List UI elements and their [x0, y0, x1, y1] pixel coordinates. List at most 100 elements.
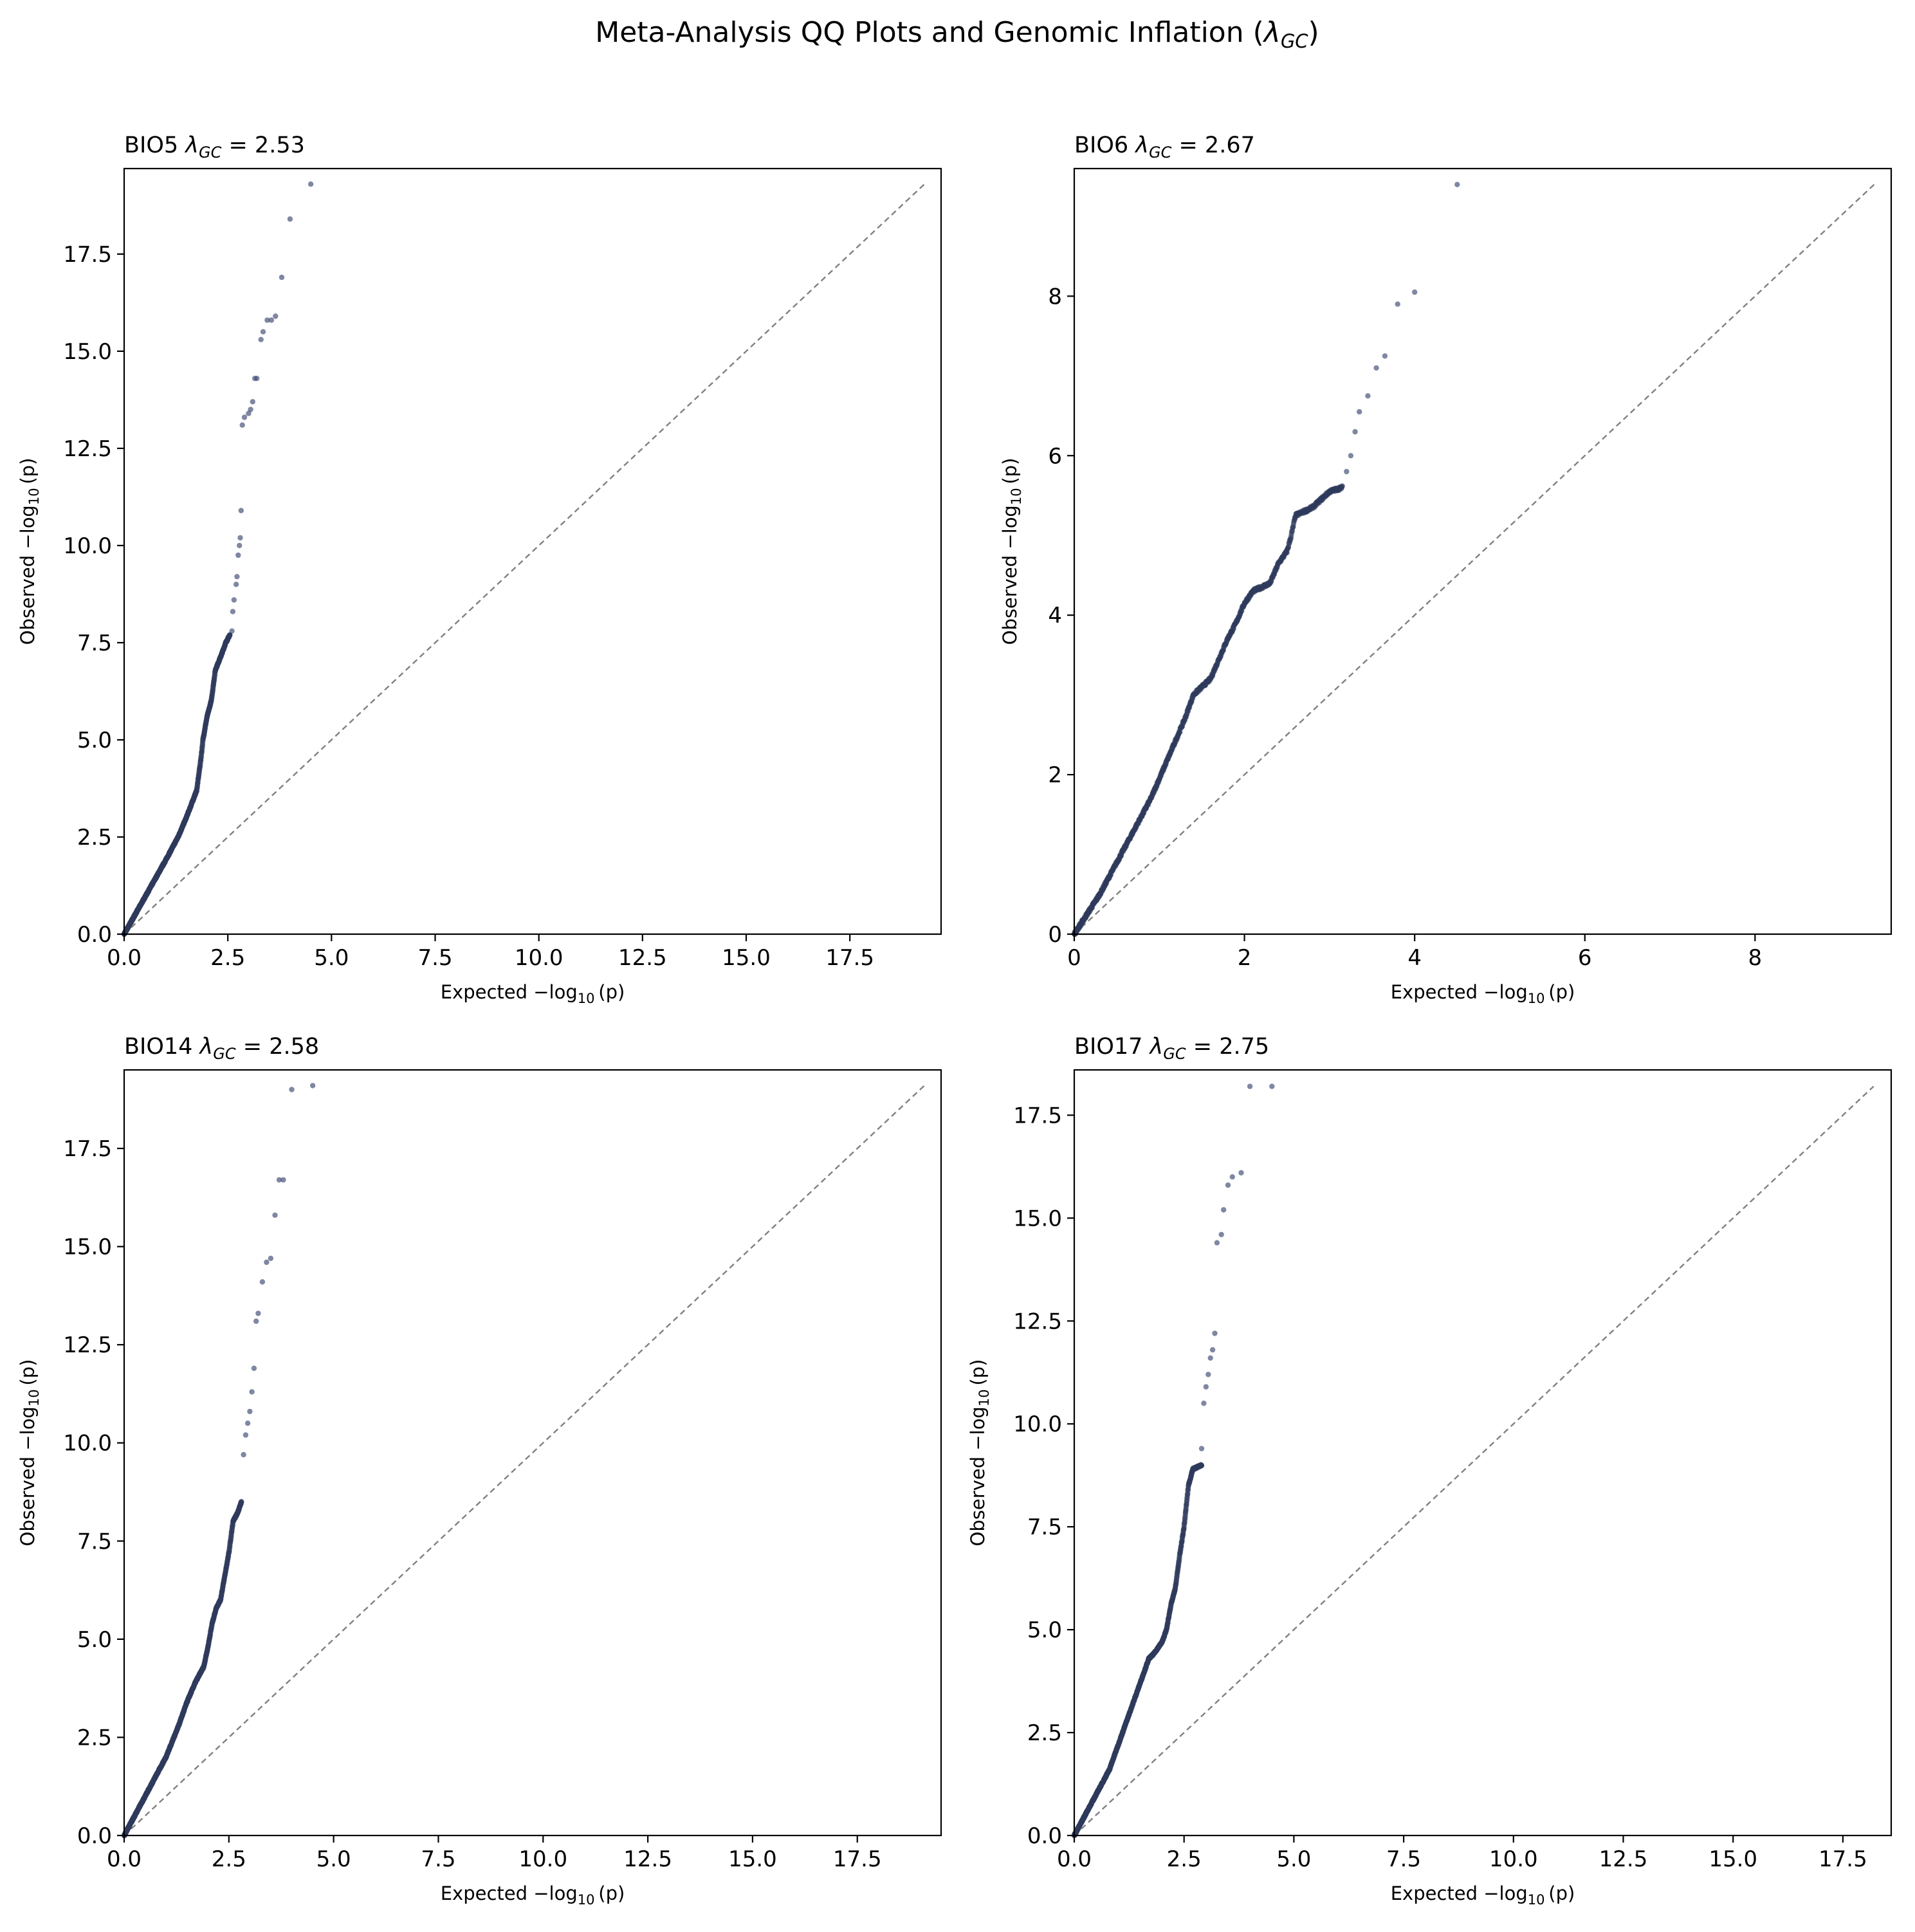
x-axis-label: Expected −log10 (p) — [1391, 1882, 1575, 1908]
x-tick-label: 10.0 — [1489, 1846, 1538, 1872]
y-tick-label: 7.5 — [77, 1529, 112, 1554]
qq-tail-point — [258, 336, 264, 342]
null-reference-line — [1074, 183, 1875, 935]
y-tick-label: 10.0 — [63, 533, 112, 559]
qq-tail-point — [241, 1451, 246, 1458]
y-tick-label: 2.5 — [77, 825, 112, 851]
y-axis-label-subscript: 10 — [26, 488, 42, 505]
qq-tail-point — [251, 1365, 257, 1371]
figure-title-lambda: λ — [1263, 16, 1281, 49]
x-tick-label: 2.5 — [212, 1846, 246, 1872]
panel-title: BIO5 λGC = 2.53 — [124, 133, 305, 161]
y-axis-label-prefix: Observed −log — [999, 505, 1021, 645]
y-tick-label: 8 — [1048, 284, 1062, 309]
panel-lambda-symbol: λ — [184, 133, 199, 158]
qq-tail-point — [254, 376, 260, 382]
qq-tail-point — [1221, 1207, 1227, 1213]
qq-tail-point — [1201, 1401, 1207, 1406]
qq-tail-point — [287, 216, 293, 222]
qq-points — [121, 181, 314, 937]
x-axis-label-prefix: Expected −log — [1391, 1882, 1528, 1904]
qq-tail-point — [250, 399, 255, 405]
qq-tail-point — [1454, 181, 1460, 187]
qq-points — [1071, 181, 1460, 937]
qq-tail-point — [253, 1318, 259, 1324]
qq-tail-point — [1382, 353, 1388, 359]
panel-lambda-symbol: λ — [1149, 1034, 1164, 1060]
y-tick-label: 17.5 — [1013, 1103, 1062, 1128]
y-tick-label: 2 — [1048, 762, 1062, 788]
qq-tail-point — [243, 1432, 249, 1438]
qq-tail-point — [247, 1408, 253, 1415]
qq-tail-point — [244, 1421, 251, 1426]
x-tick-label: 5.0 — [1276, 1846, 1311, 1872]
figure-title-prefix: Meta-Analysis QQ Plots and Genomic Infla… — [595, 16, 1264, 49]
y-tick-label: 10.0 — [1013, 1412, 1062, 1437]
axes-frame — [1073, 1069, 1892, 1837]
y-axis-label: Observed −log10 (p) — [967, 1359, 992, 1547]
x-tick-label: 2 — [1238, 945, 1252, 971]
qq-point — [239, 1499, 244, 1505]
y-tick-label: 15.0 — [63, 339, 112, 365]
qq-panel-bio14: BIO14 λGC = 2.58 0.0 2.5 5.0 7.5 10.0 12.5 15.0… — [17, 1034, 942, 1908]
y-tick-label: 5.0 — [77, 728, 112, 753]
axes-frame — [1073, 167, 1892, 935]
qq-tail-point — [1209, 1347, 1216, 1353]
x-tick-label: 10.0 — [515, 945, 564, 971]
x-tick-label: 0.0 — [107, 945, 142, 971]
x-axis-label: Expected −log10 (p) — [1391, 981, 1575, 1006]
y-axis-label-suffix: (p) — [967, 1359, 989, 1390]
qq-tail-point — [1344, 468, 1350, 475]
qq-panel-bio17: BIO17 λGC = 2.75 0.0 2.5 5.0 7.5 10.0 12.5 15.0… — [967, 1034, 1892, 1908]
qq-tail-point — [279, 274, 285, 281]
x-tick-label: 17.5 — [1819, 1846, 1867, 1872]
x-tick-label: 6 — [1578, 945, 1592, 971]
x-axis-label: Expected −log10 (p) — [441, 1882, 625, 1908]
panel-trait-label: BIO17 — [1074, 1034, 1150, 1060]
panel-lambda-value: = 2.75 — [1186, 1034, 1270, 1060]
x-tick-label: 7.5 — [1386, 1846, 1421, 1872]
x-tick-label: 0 — [1067, 945, 1081, 971]
panel-trait-label: BIO6 — [1074, 133, 1135, 158]
qq-tail-point — [276, 1177, 282, 1183]
qq-tail-point — [1218, 1231, 1224, 1238]
qq-tail-point — [309, 1083, 316, 1089]
y-axis-label-suffix: (p) — [999, 458, 1021, 488]
qq-tail-point — [1395, 301, 1400, 307]
qq-tail-point — [1207, 1355, 1213, 1361]
qq-tail-point — [249, 1389, 255, 1395]
qq-tail-point — [273, 313, 279, 319]
x-axis-label-suffix: (p) — [1544, 981, 1575, 1003]
x-tick-label: 5.0 — [314, 945, 349, 971]
y-tick-label: 5.0 — [1027, 1617, 1062, 1643]
qq-tail-point — [1373, 365, 1379, 371]
qq-tail-point — [239, 422, 245, 428]
qq-tail-point — [1198, 1446, 1205, 1451]
x-axis-label-suffix: (p) — [594, 981, 625, 1003]
panel-lambda-subscript: GC — [199, 143, 222, 161]
x-axis-label-subscript: 10 — [578, 1892, 595, 1908]
y-axis-label: Observed −log10 (p) — [999, 458, 1024, 645]
qq-tail-point — [231, 597, 237, 603]
qq-point — [1339, 483, 1345, 489]
qq-tail-point — [1203, 1384, 1209, 1390]
qq-tail-point — [238, 508, 244, 513]
qq-tail-point — [237, 542, 243, 549]
y-axis-label-subscript: 10 — [1009, 488, 1024, 505]
qq-tail-point — [1225, 1182, 1231, 1188]
y-tick-label: 15.0 — [63, 1235, 112, 1260]
qq-tail-point — [268, 317, 275, 323]
qq-point — [1198, 1462, 1205, 1469]
x-tick-label: 0.0 — [1057, 1846, 1092, 1872]
qq-tail-point — [1348, 453, 1354, 459]
qq-tail-point — [1412, 289, 1418, 295]
x-tick-label: 8 — [1748, 945, 1763, 971]
y-axis-label: Observed −log10 (p) — [17, 1359, 42, 1547]
x-tick-label: 10.0 — [518, 1846, 567, 1872]
y-axis-label-prefix: Observed −log — [17, 1406, 39, 1546]
y-tick-label: 0 — [1048, 922, 1062, 948]
x-axis-label-subscript: 10 — [1528, 991, 1545, 1006]
y-axis-label-subscript: 10 — [26, 1389, 42, 1406]
y-tick-label: 5.0 — [77, 1627, 112, 1653]
